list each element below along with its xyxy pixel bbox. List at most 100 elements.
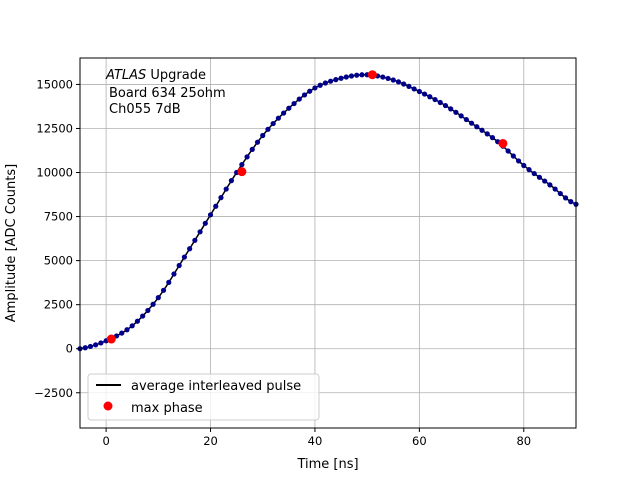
pulse-sample-point [401, 81, 407, 87]
y-axis-ticks: −2500 0 2500 5000 7500 10000 12500 15000 [34, 77, 80, 400]
pulse-sample-point [411, 86, 417, 92]
pulse-sample-point [333, 77, 339, 83]
pulse-sample-point [531, 170, 537, 177]
legend-label-pulse: average interleaved pulse [131, 379, 301, 394]
y-tick-label: 10000 [36, 166, 73, 180]
pulse-sample-point [270, 120, 276, 127]
pulse-sample-point [474, 124, 480, 130]
pulse-sample-point [93, 342, 99, 348]
pulse-sample-point [150, 301, 156, 307]
pulse-sample-point [192, 237, 198, 243]
pulse-sample-point [406, 83, 412, 90]
y-tick-label: 2500 [44, 298, 73, 312]
pulse-sample-point [354, 72, 360, 78]
pulse-sample-point [207, 212, 214, 218]
x-tick-label: 40 [308, 434, 323, 448]
pulse-sample-point [536, 174, 543, 180]
pulse-sample-point [98, 340, 104, 346]
pulse-sample-point [145, 307, 151, 314]
pulse-sample-point [568, 199, 574, 205]
y-axis-label: Amplitude [ADC Counts] [4, 164, 19, 322]
pulse-sample-point [521, 162, 527, 169]
pulse-sample-point [119, 330, 125, 336]
x-tick-label: 20 [203, 434, 218, 448]
pulse-sample-point [322, 80, 328, 86]
pulse-sample-point [301, 92, 308, 98]
pulse-sample-point [166, 279, 172, 285]
y-tick-label: 7500 [44, 210, 73, 224]
pulse-sample-point [557, 190, 563, 197]
x-axis-label: Time [ns] [296, 457, 358, 472]
pulse-sample-point [468, 120, 475, 126]
pulse-sample-point [416, 88, 422, 95]
pulse-sample-point [484, 131, 490, 137]
pulse-sample-point [328, 78, 334, 84]
pulse-sample-point [510, 153, 516, 159]
pulse-sample-point [453, 109, 459, 115]
pulse-sample-point [281, 110, 287, 116]
pulse-sample-point [359, 72, 365, 78]
y-tick-label: −2500 [34, 386, 73, 400]
pulse-sample-point [505, 148, 511, 154]
pulse-sample-point [129, 323, 135, 329]
pulse-sample-point [176, 262, 182, 269]
max-phase-point [237, 167, 247, 177]
pulse-sample-point [244, 154, 250, 160]
pulse-sample-point [228, 178, 235, 184]
pulse-sample-point [380, 74, 386, 80]
pulse-sample-point [515, 158, 522, 164]
pulse-sample-point [390, 77, 396, 83]
pulse-sample-point [385, 75, 391, 82]
x-tick-label: 0 [102, 434, 109, 448]
pulse-sample-point [547, 182, 553, 188]
pulse-sample-point [286, 105, 292, 111]
pulse-sample-point [552, 186, 558, 192]
max-phase-point [106, 334, 116, 344]
pulse-sample-point [218, 195, 224, 201]
plot-frame [79, 57, 577, 429]
pulse-sample-point [448, 106, 454, 112]
annotation-channel: Ch055 7dB [109, 102, 181, 117]
pulse-sample-point [254, 139, 261, 145]
pulse-sample-point [275, 115, 281, 121]
pulse-sample-point [202, 220, 208, 226]
pulse-series [77, 72, 579, 352]
pulse-sample-point [181, 254, 188, 260]
pulse-sample-point [489, 135, 496, 141]
svg-text:ATLAS Upgrade: ATLAS Upgrade [105, 68, 206, 83]
pulse-sample-point [249, 146, 255, 152]
pulse-sample-point [421, 91, 428, 97]
pulse-sample-point [338, 75, 344, 81]
pulse-sample-point [427, 94, 433, 100]
pulse-sample-point [260, 132, 266, 139]
annotation-text: ATLAS Upgrade Board 634 25ohm Ch055 7dB [105, 68, 226, 117]
annotation-upgrade: Upgrade [146, 68, 206, 83]
pulse-sample-point [442, 102, 449, 109]
y-tick-label: 0 [66, 342, 73, 356]
pulse-sample-point [463, 116, 469, 123]
x-axis-ticks: 0 20 40 60 80 [102, 428, 531, 448]
max-phase-series [106, 70, 508, 344]
pulse-sample-point [437, 99, 443, 106]
max-phase-point [498, 138, 508, 148]
pulse-sample-point [312, 85, 318, 91]
pulse-sample-point [542, 178, 548, 184]
pulse-sample-point [171, 271, 177, 277]
pulse-sample-point [187, 246, 193, 252]
legend-dot-marker [103, 401, 113, 411]
pulse-sample-point [458, 113, 464, 119]
pulse-sample-point [155, 295, 161, 301]
pulse-sample-point [395, 79, 402, 85]
pulse-sample-point [526, 167, 532, 173]
max-phase-point [367, 70, 377, 80]
pulse-sample-point [291, 100, 297, 107]
pulse-sample-point [87, 343, 94, 350]
pulse-sample-point [343, 74, 349, 80]
legend-box [87, 373, 320, 421]
x-tick-label: 60 [412, 434, 427, 448]
pulse-sample-point [296, 96, 302, 102]
pulse-sample-point [348, 73, 355, 79]
legend: average interleaved pulse max phase [87, 373, 320, 421]
x-tick-label: 80 [516, 434, 531, 448]
